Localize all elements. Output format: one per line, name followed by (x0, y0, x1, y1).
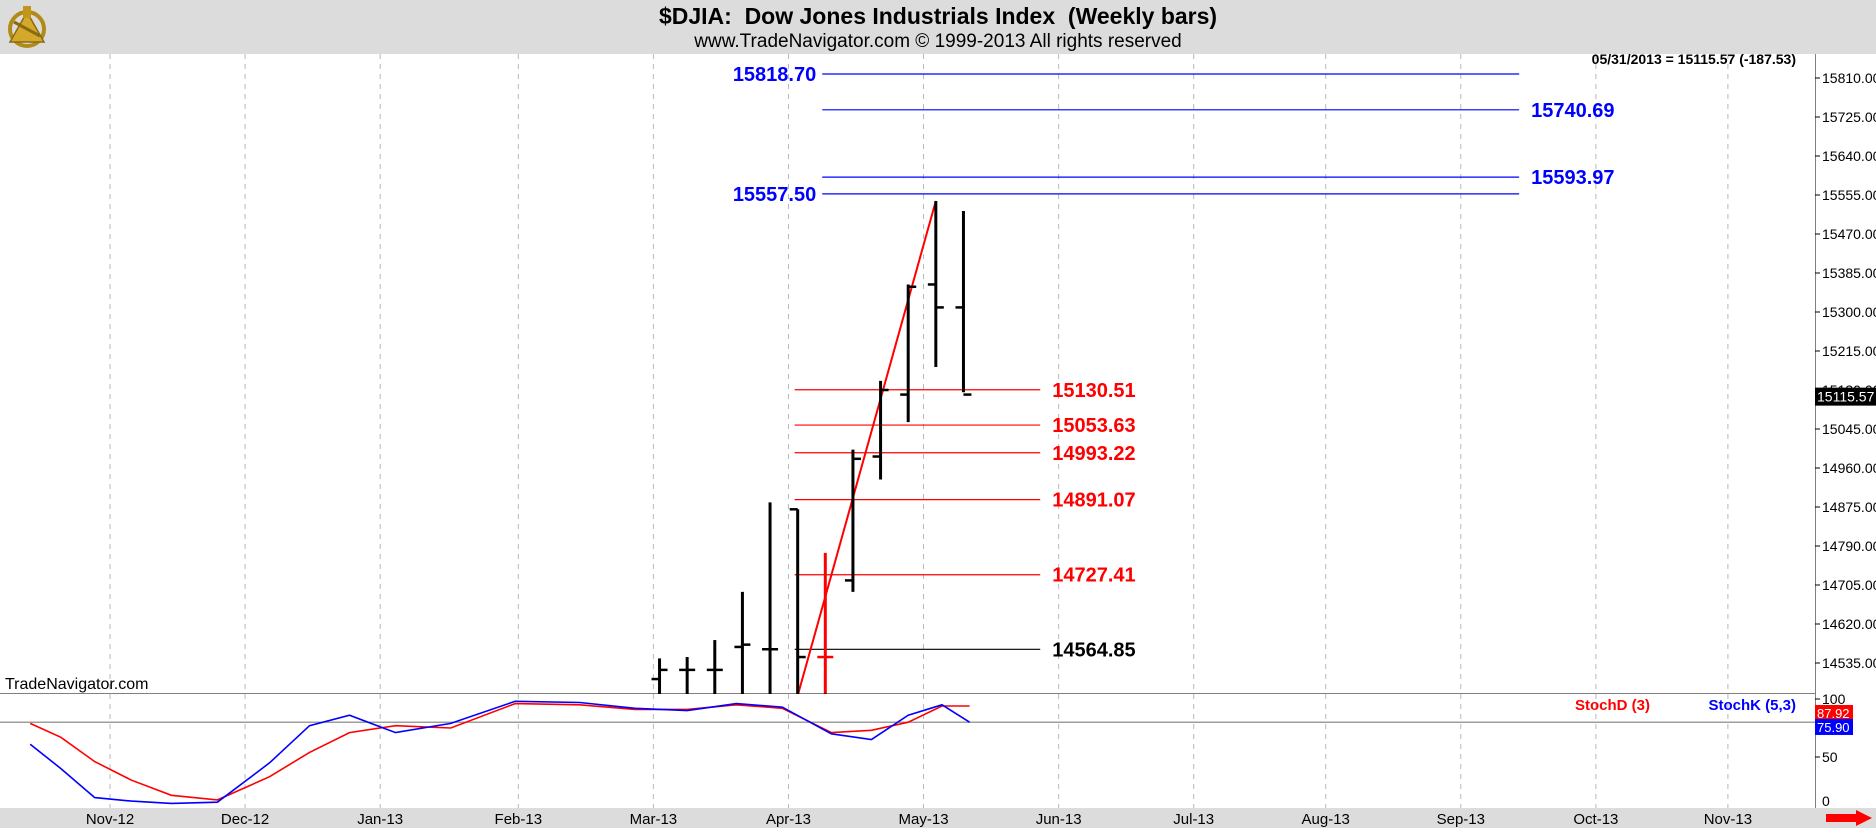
ohlc-bar (927, 200, 944, 368)
x-tick-label: Nov-12 (86, 811, 134, 828)
stoch-last-value-tag (1815, 705, 1853, 722)
x-tick-label: Jun-13 (1036, 811, 1082, 828)
trend-line-layer (797, 200, 937, 694)
y-axis: 14535.00 14620.00 14705.00 14790.00 14875.00… (1815, 54, 1876, 828)
level-label: 15053.63 (1052, 415, 1135, 437)
level-label: 14891.07 (1052, 490, 1135, 512)
ohlc-bar (900, 284, 917, 423)
stoch-series-line (29, 700, 971, 805)
x-tick-label: Jul-13 (1173, 811, 1214, 828)
ohlc-bar (789, 508, 806, 694)
watermark-label: TradeNavigator.com (5, 676, 148, 693)
last-price-tag (1815, 387, 1876, 406)
level-label: 14993.22 (1052, 443, 1135, 465)
x-tick-label: May-13 (899, 811, 949, 828)
price-axis-ticks: 14535.00 14620.00 14705.00 14790.00 14875.00… (1815, 70, 1876, 671)
y-tick-label: 15640.00 (1822, 148, 1876, 164)
stoch-y-tick-label: 0 (1822, 793, 1830, 809)
x-tick-label: Apr-13 (766, 811, 811, 828)
ohlc-bar (817, 552, 834, 694)
y-tick-label: 15555.00 (1822, 187, 1876, 203)
y-tick-label: 15385.00 (1822, 265, 1876, 281)
stochastic-series (29, 700, 971, 805)
y-tick-label: 14535.00 (1822, 655, 1876, 671)
ohlc-bar (706, 640, 723, 694)
y-tick-label: 15810.00 (1822, 70, 1876, 86)
ohlc-bar (734, 591, 751, 694)
stochastic-chart: StochD (3) StochK (5,3) (0, 694, 1815, 822)
chart-header: $DJIA: Dow Jones Industrials Index (Week… (0, 0, 1876, 54)
chart-title: $DJIA: Dow Jones Industrials Index (Week… (658, 3, 1218, 29)
last-value-label: 05/31/2013 = 15115.57 (-187.53) (1592, 54, 1796, 67)
level-label: 15130.51 (1052, 380, 1135, 402)
ohlc-bar (651, 658, 668, 694)
stoch-last-value-tag (1815, 718, 1853, 735)
x-tick-label: Mar-13 (630, 811, 678, 828)
stoch-y-tick-label: 50 (1822, 749, 1838, 765)
stoch-last-value-label: 75.90 (1817, 720, 1850, 735)
x-tick-label: Oct-13 (1573, 811, 1618, 828)
level-label: 15740.69 (1531, 100, 1614, 122)
y-tick-label: 14790.00 (1822, 538, 1876, 554)
y-tick-label: 15045.00 (1822, 421, 1876, 437)
chart-subtitle: www.TradeNavigator.com © 1999-2013 All r… (694, 31, 1182, 52)
scroll-right-arrow-icon[interactable] (1826, 810, 1872, 826)
last-price-label: 15115.57 (1817, 389, 1875, 405)
x-tick-label: Jan-13 (357, 811, 403, 828)
ohlc-bar (679, 657, 696, 694)
ohlc-bar (762, 502, 779, 694)
ohlc-bar (872, 380, 889, 480)
x-axis: Nov-12 Dec-12 Jan-13 Feb-13 Mar-13 Apr-13 May-… (0, 808, 1876, 828)
y-tick-label: 15725.00 (1822, 109, 1876, 125)
ohlc-bar (844, 449, 861, 592)
x-tick-label: Aug-13 (1302, 811, 1350, 828)
level-label: 14564.85 (1052, 639, 1135, 661)
y-tick-label: 14875.00 (1822, 499, 1876, 515)
price-gridlines (109, 54, 1729, 694)
y-tick-label: 15300.00 (1822, 304, 1876, 320)
fibonacci-levels: 15818.70 15740.69 15593.97 15557.50 15130.51… (733, 64, 1615, 661)
y-tick-label: 15215.00 (1822, 343, 1876, 359)
x-tick-label: Sep-13 (1437, 811, 1485, 828)
level-label: 14727.41 (1052, 565, 1135, 587)
x-tick-label: Feb-13 (495, 811, 543, 828)
y-tick-label: 15470.00 (1822, 226, 1876, 242)
x-axis-ticks: Nov-12 Dec-12 Jan-13 Feb-13 Mar-13 Apr-13 May-… (86, 811, 1752, 828)
level-label: 15818.70 (733, 64, 816, 86)
y-tick-label: 14620.00 (1822, 616, 1876, 632)
x-tick-label: Dec-12 (221, 811, 269, 828)
y-tick-label: 14960.00 (1822, 460, 1876, 476)
ohlc-bar (955, 211, 972, 396)
y-tick-label: 14705.00 (1822, 577, 1876, 593)
legend-stochd: StochD (3) (1575, 697, 1650, 714)
legend-stochk: StochK (5,3) (1708, 697, 1796, 714)
stoch-y-tick-label: 100 (1822, 691, 1846, 707)
level-label: 15593.97 (1531, 167, 1614, 189)
stoch-last-value-label: 87.92 (1817, 706, 1850, 721)
stochastic-gridlines (0, 694, 1815, 822)
trend-line (797, 200, 937, 694)
ohlc-bars (651, 200, 972, 694)
x-tick-label: Nov-13 (1704, 811, 1752, 828)
level-label: 15557.50 (733, 184, 816, 206)
sextant-logo-icon (8, 6, 46, 48)
price-chart: 15818.70 15740.69 15593.97 15557.50 15130.51… (0, 54, 1815, 694)
stoch-series-line (29, 702, 970, 801)
